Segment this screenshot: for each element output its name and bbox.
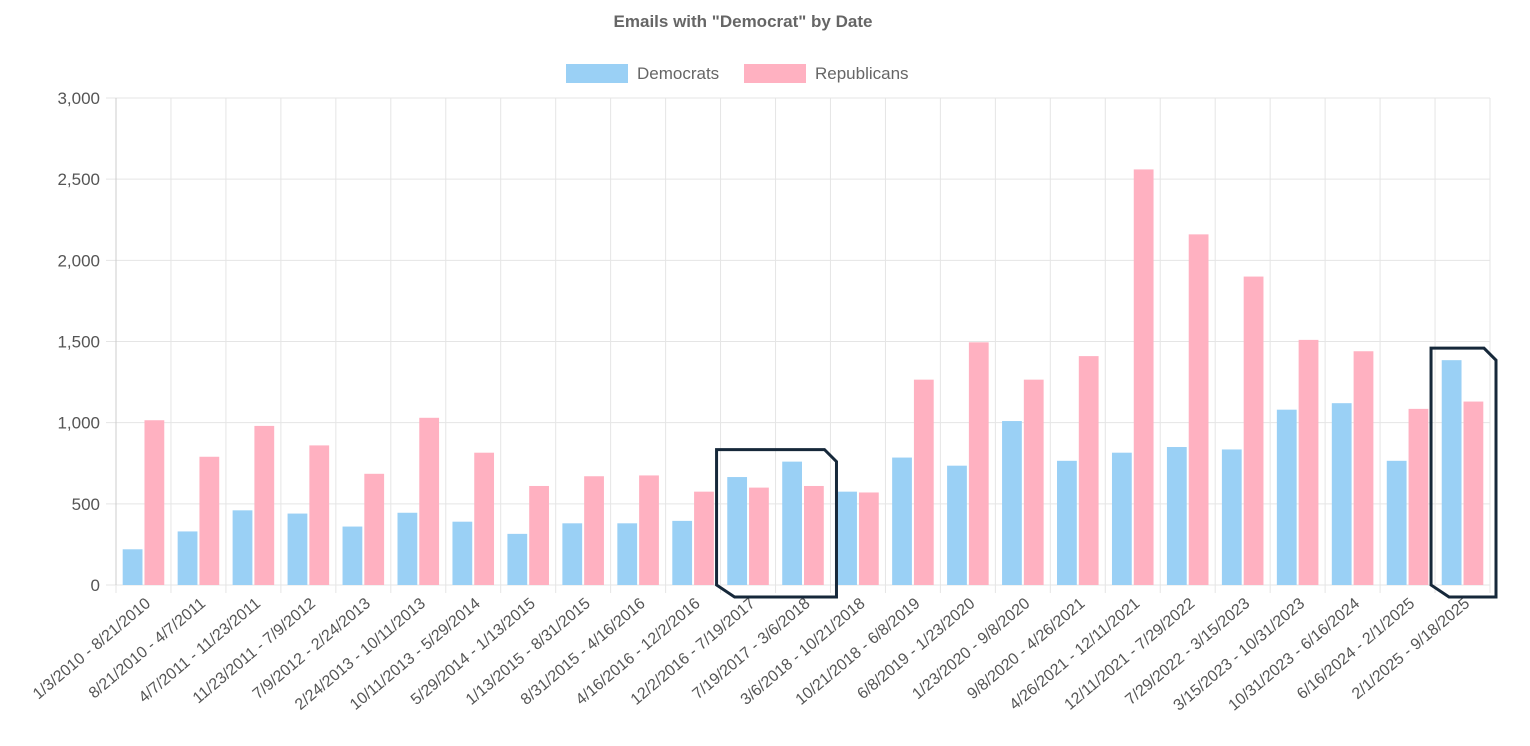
highlight-box-1: [1429, 346, 1498, 599]
bar-democrats-10[interactable]: [672, 520, 693, 585]
bar-democrats-14[interactable]: [892, 457, 912, 585]
bar-republicans-3[interactable]: [309, 445, 330, 585]
bar-democrats-2[interactable]: [232, 510, 253, 585]
bar-republicans-15[interactable]: [968, 342, 989, 585]
highlight-box-0: [715, 448, 838, 599]
bar-republicans-14[interactable]: [913, 379, 934, 585]
y-tick-label: 1,000: [57, 414, 100, 433]
bar-republicans-9[interactable]: [639, 475, 659, 585]
chart-title: Emails with "Democrat" by Date: [614, 12, 873, 31]
y-tick-label: 3,000: [57, 89, 100, 108]
bar-republicans-16[interactable]: [1023, 379, 1044, 585]
y-axis-ticks: 0 500 1,000 1,500 2,000 2,500 3,000: [57, 89, 100, 595]
y-tick-label: 500: [72, 495, 100, 514]
bar-republicans-18[interactable]: [1133, 169, 1154, 585]
bar-republicans-13[interactable]: [858, 492, 879, 585]
bar-republicans-7[interactable]: [529, 485, 549, 585]
bar-democrats-7[interactable]: [507, 533, 528, 585]
legend-item-democrats[interactable]: Democrats: [566, 64, 719, 83]
highlight-boxes: [715, 346, 1498, 599]
bar-republicans-6[interactable]: [474, 452, 495, 585]
bar-republicans-20[interactable]: [1243, 276, 1264, 585]
legend: Democrats Republicans: [566, 64, 909, 83]
bar-democrats-22[interactable]: [1331, 403, 1352, 585]
legend-item-republicans[interactable]: Republicans: [744, 64, 909, 83]
bar-democrats-12[interactable]: [782, 461, 802, 585]
grid-lines: [106, 97, 1491, 593]
bar-democrats-9[interactable]: [617, 523, 638, 585]
bar-republicans-21[interactable]: [1298, 339, 1319, 585]
bar-republicans-5[interactable]: [419, 417, 440, 585]
bar-republicans-19[interactable]: [1188, 234, 1209, 586]
bar-democrats-23[interactable]: [1386, 460, 1407, 585]
bar-democrats-4[interactable]: [342, 526, 363, 585]
bar-democrats-6[interactable]: [452, 521, 473, 585]
bar-republicans-12[interactable]: [804, 485, 824, 585]
bar-republicans-0[interactable]: [144, 420, 165, 585]
bar-republicans-2[interactable]: [254, 425, 275, 585]
bar-democrats-18[interactable]: [1111, 452, 1132, 585]
bar-republicans-11[interactable]: [749, 487, 769, 585]
bar-democrats-5[interactable]: [397, 512, 418, 585]
bar-democrats-21[interactable]: [1276, 409, 1297, 585]
bar-republicans-10[interactable]: [694, 491, 714, 585]
legend-label-republicans: Republicans: [815, 64, 909, 83]
bar-republicans-23[interactable]: [1408, 408, 1429, 585]
bar-democrats-17[interactable]: [1057, 460, 1077, 585]
bar-democrats-11[interactable]: [727, 477, 748, 585]
legend-swatch-democrats: [566, 64, 628, 83]
legend-label-democrats: Democrats: [637, 64, 719, 83]
bar-republicans-1[interactable]: [199, 456, 220, 585]
bar-republicans-17[interactable]: [1078, 356, 1099, 585]
bar-democrats-20[interactable]: [1221, 449, 1242, 585]
bar-republicans-22[interactable]: [1353, 351, 1374, 585]
bar-democrats-8[interactable]: [562, 523, 583, 585]
bars: [122, 169, 1484, 586]
bar-democrats-16[interactable]: [1002, 421, 1022, 585]
bar-democrats-1[interactable]: [177, 531, 198, 585]
bar-republicans-8[interactable]: [584, 476, 604, 585]
y-tick-label: 2,000: [57, 251, 100, 270]
bar-democrats-0[interactable]: [122, 549, 143, 585]
y-tick-label: 1,500: [57, 333, 100, 352]
y-tick-label: 2,500: [57, 170, 100, 189]
y-tick-label: 0: [91, 576, 100, 595]
legend-swatch-republicans: [744, 64, 806, 83]
bar-democrats-15[interactable]: [947, 465, 967, 585]
bar-democrats-13[interactable]: [837, 491, 857, 585]
bar-republicans-24[interactable]: [1463, 401, 1484, 585]
bar-democrats-24[interactable]: [1441, 360, 1462, 585]
bar-democrats-3[interactable]: [287, 513, 308, 585]
bar-democrats-19[interactable]: [1166, 447, 1187, 585]
bar-republicans-4[interactable]: [364, 473, 385, 585]
